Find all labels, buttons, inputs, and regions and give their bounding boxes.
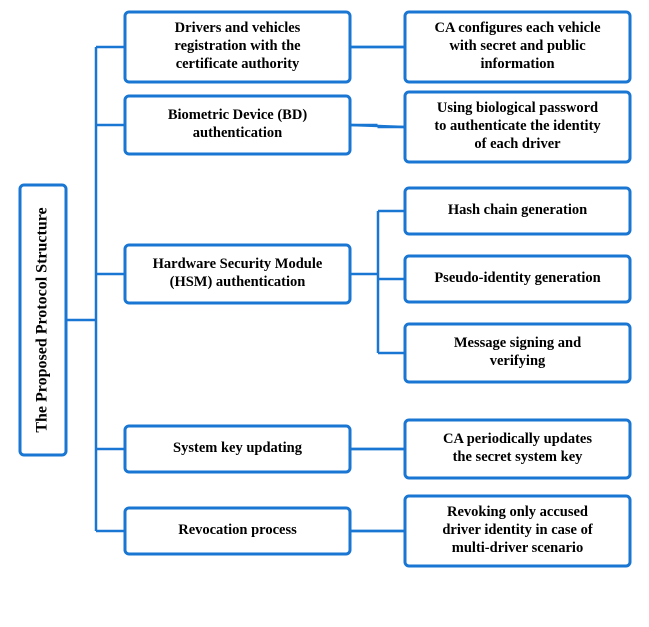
- node-label-n3b: Pseudo-identity generation: [434, 270, 600, 286]
- node-label-n5d: Revoking only accuseddriver identity in …: [442, 504, 593, 556]
- node-label-n3a: Hash chain generation: [448, 202, 587, 218]
- node-label-n4: System key updating: [173, 440, 303, 456]
- node-label-root: The Proposed Protocol Structure: [34, 207, 51, 432]
- protocol-structure-diagram: The Proposed Protocol Structure Drivers a…: [0, 0, 649, 627]
- node-label-n1: Drivers and vehiclesregistration with th…: [174, 20, 301, 72]
- node-label-n5: Revocation process: [178, 522, 297, 538]
